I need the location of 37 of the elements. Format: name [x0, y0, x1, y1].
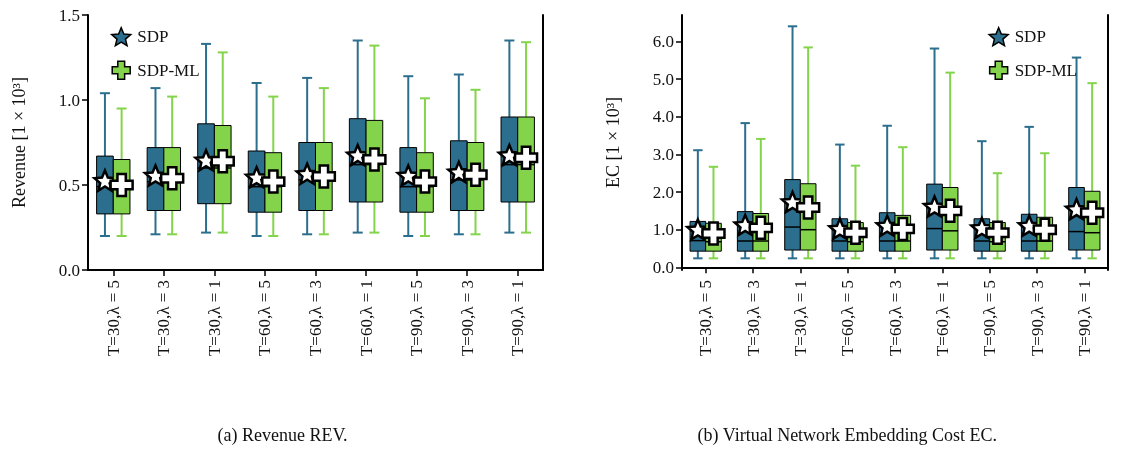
y-tick-label: 0.5 [58, 175, 80, 195]
x-tick-label: T=30,λ = 5 [103, 280, 123, 357]
x-tick-label: T=30,λ = 5 [696, 280, 716, 357]
x-tick-label: T=90,λ = 3 [1027, 280, 1047, 357]
x-tick-label: T=60,λ = 3 [885, 280, 905, 357]
y-axis-title: EC [1 × 10³] [603, 96, 623, 189]
x-tick-label: T=60,λ = 1 [932, 280, 952, 357]
x-tick-label: T=60,λ = 5 [838, 280, 858, 357]
legend-label: SDP [1014, 27, 1046, 47]
y-tick-label: 1.0 [58, 90, 80, 110]
y-tick-label: 5.0 [652, 69, 674, 89]
x-tick-label: T=60,λ = 5 [255, 280, 275, 357]
y-tick-label: 4.0 [652, 107, 674, 127]
x-tick-label: T=90,λ = 1 [508, 280, 528, 357]
x-tick-label: T=30,λ = 3 [743, 280, 763, 357]
x-tick-label: T=90,λ = 5 [980, 280, 1000, 357]
text: (b) Virtual Network Embedding Cost EC. [697, 425, 998, 446]
legend-label: SDP-ML [137, 60, 200, 80]
x-tick-label: T=60,λ = 3 [306, 280, 325, 357]
y-tick-label: 0.0 [652, 257, 674, 277]
x-tick-label: T=30,λ = 1 [790, 280, 810, 357]
x-tick-label: T=30,λ = 3 [154, 280, 174, 357]
y-tick-label: 0.0 [58, 260, 80, 280]
x-tick-label: T=60,λ = 1 [356, 280, 376, 357]
y-tick-label: 1.0 [652, 220, 674, 240]
y-tick-label: 6.0 [652, 31, 674, 51]
x-tick-label: T=90,λ = 1 [1074, 280, 1094, 357]
legend-label: SDP-ML [1014, 60, 1078, 80]
x-tick-label: T=30,λ = 1 [204, 280, 224, 357]
text: (a) Revenue REV. [217, 425, 348, 446]
x-tick-label: T=90,λ = 3 [457, 280, 477, 357]
y-tick-label: 3.0 [652, 144, 674, 164]
legend-label: SDP [137, 27, 169, 47]
y-tick-label: 1.5 [58, 5, 80, 25]
y-tick-label: 2.0 [652, 182, 674, 202]
x-tick-label: T=90,λ = 5 [407, 280, 427, 357]
y-axis-title: Revenue [1 × 10³] [9, 76, 29, 209]
